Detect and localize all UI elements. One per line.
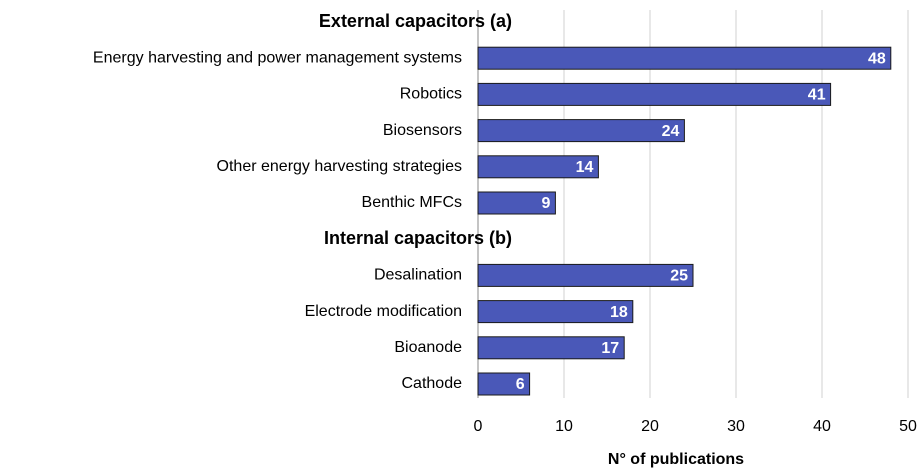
x-tick-label: 20 [641, 418, 659, 435]
bar [477, 300, 634, 324]
value-label: 9 [541, 195, 550, 212]
group-header: Internal capacitors (b) [324, 228, 512, 248]
value-label: 18 [610, 304, 628, 321]
x-tick-label: 40 [813, 418, 831, 435]
y-tick-label: Desalination [374, 267, 462, 284]
y-tick-label: Electrode modification [305, 303, 462, 320]
value-label: 25 [670, 268, 688, 285]
bar [477, 46, 892, 70]
value-label: 41 [808, 87, 826, 104]
bar [477, 336, 625, 360]
value-label: 14 [576, 159, 594, 176]
y-tick-label: Benthic MFCs [362, 194, 462, 211]
bar [477, 82, 832, 106]
group-header: External capacitors (a) [319, 11, 512, 31]
y-tick-label: Biosensors [383, 122, 462, 139]
y-tick-label: Other energy harvesting strategies [217, 158, 462, 175]
bar [477, 372, 531, 396]
x-tick-label: 30 [727, 418, 745, 435]
bar [477, 119, 685, 143]
bar [477, 155, 599, 179]
value-label: 17 [601, 340, 619, 357]
value-label: 6 [516, 376, 525, 393]
value-label: 48 [868, 50, 886, 67]
x-tick-label: 50 [899, 418, 917, 435]
y-tick-label: Cathode [402, 375, 463, 392]
bar [477, 263, 694, 287]
y-tick-label: Robotics [400, 86, 462, 103]
y-tick-label: Bioanode [394, 339, 462, 356]
bar [477, 191, 556, 215]
x-tick-label: 10 [555, 418, 573, 435]
value-label: 24 [662, 123, 680, 140]
x-tick-label: 0 [474, 418, 483, 435]
y-tick-label: Energy harvesting and power management s… [93, 49, 462, 66]
x-axis-title: N° of publications [608, 451, 744, 468]
